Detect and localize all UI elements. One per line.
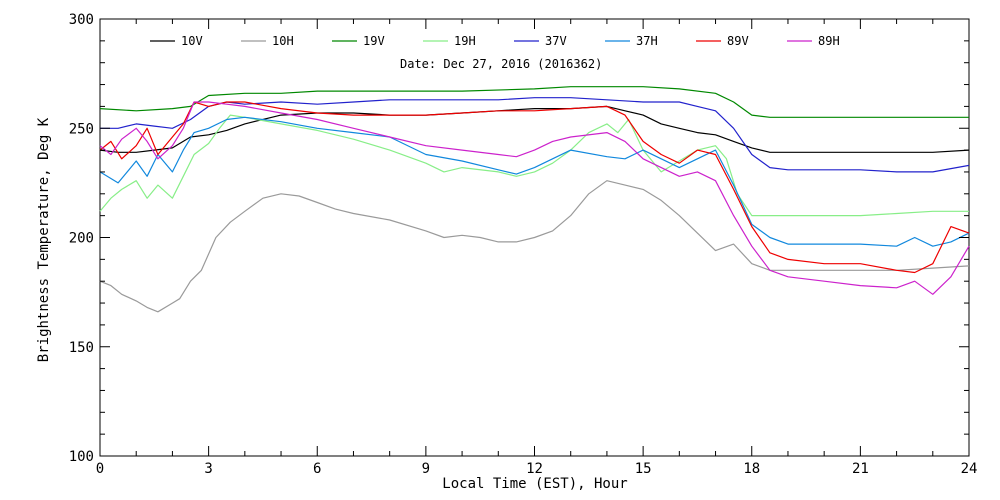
- legend-label-10v: 10V: [181, 34, 203, 48]
- series-layer: [99, 86, 970, 313]
- chart-subtitle: Date: Dec 27, 2016 (2016362): [400, 57, 602, 71]
- series-line-10v: [99, 105, 970, 153]
- series-line-37h: [99, 116, 970, 247]
- legend-label-10h: 10H: [272, 34, 294, 48]
- y-axis-label: Brightness Temperature, Deg K: [36, 117, 52, 362]
- ticks-layer: 0 3 6 9 12 15 18 21 24 100 150 200 250 300: [69, 12, 978, 477]
- y-tick-label: 300: [69, 12, 94, 28]
- x-tick-label: 6: [313, 461, 321, 477]
- series-line-89h: [99, 101, 970, 295]
- legend-label-37h: 37H: [636, 34, 658, 48]
- x-tick-label: 21: [852, 461, 869, 477]
- legend-label-89h: 89H: [818, 34, 840, 48]
- x-tick-label: 0: [96, 461, 104, 477]
- x-axis-label: Local Time (EST), Hour: [442, 476, 627, 492]
- y-tick-label: 150: [69, 340, 94, 356]
- y-tick-label: 100: [69, 449, 94, 465]
- series-line-37v: [100, 97, 970, 173]
- x-tick-label: 12: [526, 461, 543, 477]
- series-line-19h: [99, 114, 969, 217]
- legend-label-37v: 37V: [545, 34, 567, 48]
- legend-label-89v: 89V: [727, 34, 749, 48]
- y-tick-label: 250: [69, 121, 94, 137]
- legend: 10V 10H 19V 19H 37V 37H 89V 89H: [150, 34, 840, 48]
- x-tick-label: 18: [743, 461, 760, 477]
- x-tick-label: 24: [961, 461, 978, 477]
- x-tick-label: 9: [422, 461, 430, 477]
- series-line-10h: [99, 180, 970, 313]
- x-tick-label: 3: [204, 461, 212, 477]
- series-line-19v: [99, 86, 969, 118]
- y-tick-label: 200: [69, 231, 94, 247]
- legend-label-19h: 19H: [454, 34, 476, 48]
- series-line-89v: [99, 101, 970, 274]
- x-tick-label: 15: [635, 461, 652, 477]
- legend-label-19v: 19V: [363, 34, 385, 48]
